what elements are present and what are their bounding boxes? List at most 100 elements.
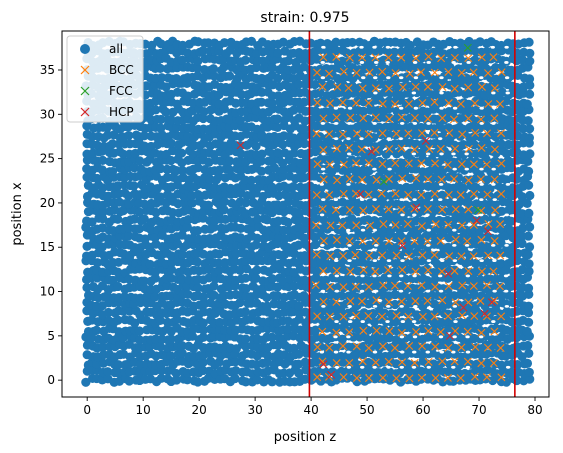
bcc-point — [496, 99, 505, 108]
gap — [451, 152, 456, 156]
bcc-point — [430, 189, 439, 198]
bcc-point — [325, 282, 334, 291]
all-point — [300, 343, 310, 353]
all-point — [193, 56, 203, 66]
bcc-point — [431, 159, 440, 168]
bcc-point — [438, 114, 447, 123]
bcc-point — [438, 357, 447, 366]
all-point — [438, 377, 448, 387]
hcp-point — [445, 331, 454, 340]
all-point — [475, 275, 485, 285]
all-point — [124, 376, 134, 386]
fcc-point — [463, 43, 472, 52]
bcc-point — [378, 373, 387, 382]
bcc-point — [392, 129, 401, 138]
bcc-point — [443, 373, 452, 382]
gap — [451, 61, 456, 64]
gap — [465, 365, 471, 369]
all-point — [523, 231, 533, 241]
bcc-point — [318, 204, 327, 213]
bcc-point — [364, 99, 373, 108]
all-point — [517, 55, 528, 65]
all-point — [155, 315, 165, 326]
all-point — [502, 325, 512, 335]
bcc-point — [436, 144, 445, 153]
bcc-point — [345, 358, 354, 367]
gap — [492, 198, 497, 202]
gap — [398, 137, 403, 141]
bcc-point — [450, 357, 459, 366]
all-point — [310, 240, 320, 250]
bcc-point — [333, 176, 342, 185]
gap — [491, 91, 496, 95]
bcc-point — [371, 84, 380, 93]
bcc-point — [338, 221, 347, 230]
all-point — [183, 215, 193, 225]
all-point — [522, 326, 532, 337]
gap — [452, 304, 458, 308]
all-point — [283, 242, 293, 253]
bcc-point — [410, 113, 419, 122]
gap — [387, 167, 392, 171]
all-point — [251, 112, 261, 123]
all-point — [139, 141, 150, 151]
gap — [372, 274, 377, 278]
bcc-point — [371, 113, 380, 122]
bcc-point — [391, 159, 400, 168]
legend-x-fcc — [80, 86, 90, 96]
bcc-point — [378, 312, 387, 321]
gap — [372, 167, 377, 171]
gap — [361, 76, 366, 80]
gap — [359, 61, 365, 64]
gap — [465, 350, 471, 354]
bcc-point — [312, 221, 321, 230]
fcc-point — [379, 177, 388, 186]
all-point — [203, 200, 214, 210]
bcc-point — [410, 237, 419, 245]
gap — [452, 228, 457, 232]
series-bcc — [311, 52, 506, 383]
all-point — [225, 165, 235, 175]
all-point — [427, 290, 437, 301]
bcc-point — [392, 374, 401, 383]
all-point — [502, 344, 512, 354]
all-point — [256, 97, 267, 107]
gap — [452, 243, 457, 247]
gap — [346, 183, 351, 186]
gap — [385, 320, 390, 323]
gap — [440, 259, 445, 263]
x-tick-label: 20 — [192, 403, 207, 417]
all-point — [107, 139, 118, 149]
x-tick-label: 30 — [247, 403, 262, 417]
all-point — [523, 308, 534, 318]
all-point — [490, 199, 500, 209]
all-point — [506, 274, 517, 285]
bcc-point — [364, 282, 373, 291]
bcc-point — [325, 312, 334, 321]
all-point — [294, 368, 304, 378]
bcc-point — [384, 205, 393, 214]
bcc-point — [339, 189, 348, 198]
all-point — [518, 223, 528, 233]
gap — [490, 45, 495, 49]
bcc-point — [450, 174, 459, 183]
bcc-point — [325, 130, 334, 139]
all-point — [400, 166, 410, 176]
all-point — [524, 242, 535, 252]
bcc-point — [471, 128, 480, 137]
hcp-point — [236, 141, 245, 150]
all-point — [358, 198, 368, 209]
all-point — [273, 48, 283, 58]
gap — [491, 122, 496, 125]
all-point — [103, 367, 113, 377]
bcc-point — [423, 237, 432, 246]
bcc-point — [359, 265, 368, 274]
all-point — [283, 217, 293, 227]
x-tick-label: 60 — [415, 403, 430, 417]
legend-marker-all — [80, 44, 90, 54]
all-point — [453, 172, 464, 183]
bcc-point — [436, 236, 445, 245]
all-point — [390, 349, 400, 359]
bcc-point — [417, 281, 426, 290]
bcc-point — [385, 145, 394, 153]
